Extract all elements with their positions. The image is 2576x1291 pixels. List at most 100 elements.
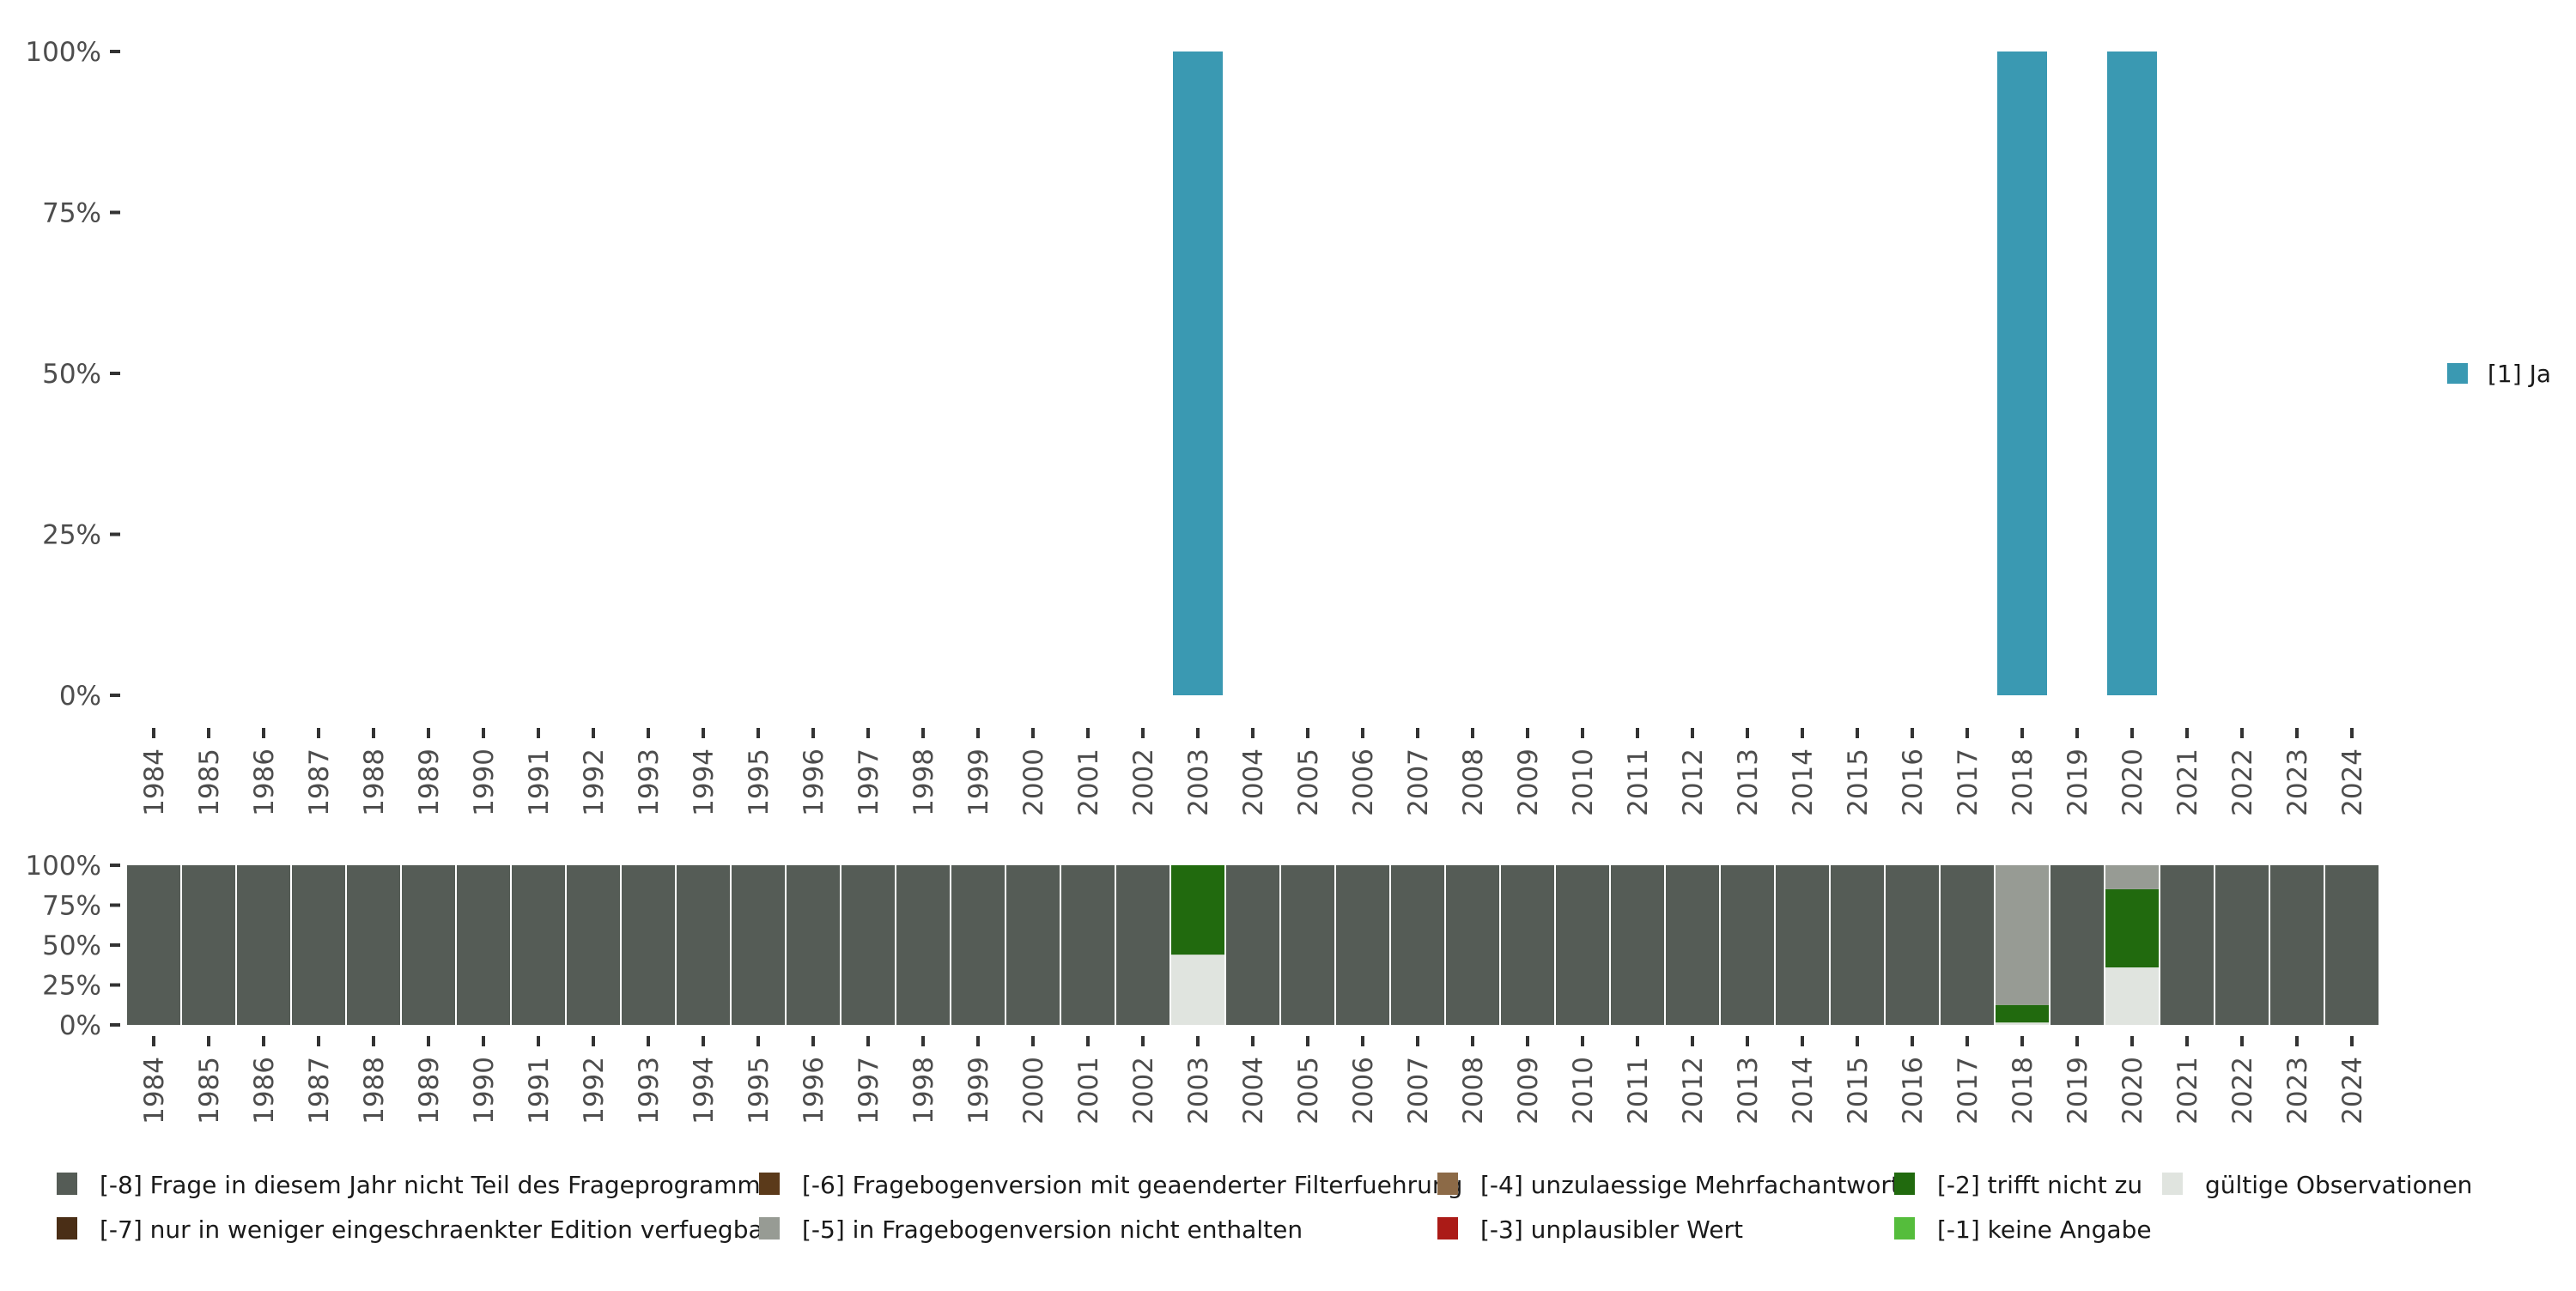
y-tick-label: 100% <box>25 851 101 882</box>
x-tick-label: 2023 <box>2282 1057 2313 1124</box>
x-tick-label: 1993 <box>634 749 665 816</box>
x-tick-label: 2014 <box>1788 1057 1819 1124</box>
stack-segment-2001 <box>1061 865 1115 1025</box>
stack-segment-2024 <box>2325 865 2379 1025</box>
x-tick-label: 2022 <box>2227 1057 2258 1124</box>
stack-segment-2006 <box>1336 865 1389 1025</box>
y-tick-label: 75% <box>42 198 101 229</box>
y-tick-label: 25% <box>42 520 101 551</box>
legend-label: gültige Observationen <box>2205 1171 2472 1199</box>
stack-segment-2012 <box>1666 865 1719 1025</box>
x-tick-label: 2002 <box>1128 749 1159 816</box>
legend-swatch <box>759 1217 780 1239</box>
stack-segment-2020 <box>2105 888 2159 968</box>
x-tick-label: 2008 <box>1458 1057 1489 1124</box>
legend-label-ja: [1] Ja <box>2488 360 2551 388</box>
legend-swatch <box>1894 1173 1915 1195</box>
x-tick-label: 1992 <box>579 1057 610 1124</box>
stack-segment-2021 <box>2160 865 2214 1025</box>
stack-segment-2019 <box>2050 865 2104 1025</box>
x-tick-label: 2009 <box>1513 1057 1544 1124</box>
x-tick-label: 2020 <box>2117 1057 2148 1124</box>
x-tick-label: 1986 <box>249 1057 280 1124</box>
x-tick-label: 2017 <box>1953 1057 1984 1124</box>
stack-segment-1985 <box>182 865 235 1025</box>
stack-segment-2009 <box>1501 865 1554 1025</box>
x-tick-label: 2001 <box>1073 1057 1104 1124</box>
x-tick-label: 1991 <box>524 1057 555 1124</box>
bar-2020 <box>2107 52 2157 695</box>
x-tick-label: 2006 <box>1348 1057 1379 1124</box>
x-tick-label: 2024 <box>2337 1057 2368 1124</box>
x-tick-label: 1995 <box>744 749 775 816</box>
x-tick-label: 1988 <box>359 749 390 816</box>
x-tick-label: 2000 <box>1018 1057 1049 1124</box>
x-tick-label: 1988 <box>359 1057 390 1124</box>
stack-segment-2008 <box>1446 865 1499 1025</box>
x-tick-label: 2003 <box>1183 749 1214 816</box>
x-tick-label: 1994 <box>689 1057 720 1124</box>
x-tick-label: 1999 <box>963 749 994 816</box>
legend-swatch-ja <box>2447 363 2468 384</box>
stack-segment-1997 <box>841 865 895 1025</box>
stack-segment-2020 <box>2105 967 2159 1025</box>
x-tick-label: 2005 <box>1293 749 1324 816</box>
x-tick-label: 1989 <box>414 749 445 816</box>
stack-segment-2023 <box>2270 865 2324 1025</box>
legend-label: [-2] trifft nicht zu <box>1937 1171 2142 1199</box>
x-tick-label: 2013 <box>1733 749 1764 816</box>
stack-segment-2003 <box>1171 955 1224 1025</box>
x-tick-label: 2010 <box>1568 1057 1599 1124</box>
x-tick-label: 2019 <box>2063 749 2093 816</box>
stack-segment-1987 <box>292 865 345 1025</box>
x-tick-label: 1992 <box>579 749 610 816</box>
y-tick-label: 100% <box>25 37 101 68</box>
x-tick-label: 2022 <box>2227 749 2258 816</box>
legend-swatch <box>1437 1173 1458 1195</box>
stack-segment-1984 <box>127 865 180 1025</box>
y-tick-label: 75% <box>42 891 101 922</box>
x-tick-label: 2012 <box>1678 1057 1709 1124</box>
x-tick-label: 2017 <box>1953 749 1984 816</box>
x-tick-label: 1985 <box>194 1057 225 1124</box>
x-tick-label: 2005 <box>1293 1057 1324 1124</box>
stack-segment-2010 <box>1556 865 1609 1025</box>
legend-label: [-3] unplausibler Wert <box>1480 1215 1743 1244</box>
stack-segment-1992 <box>567 865 620 1025</box>
x-tick-label: 2009 <box>1513 749 1544 816</box>
stack-segment-2011 <box>1611 865 1664 1025</box>
stack-segment-1986 <box>237 865 290 1025</box>
x-tick-label: 2010 <box>1568 749 1599 816</box>
stack-segment-2018 <box>1996 1022 2049 1025</box>
stack-segment-2014 <box>1776 865 1829 1025</box>
stack-segment-1996 <box>787 865 840 1025</box>
legend-swatch <box>57 1173 77 1195</box>
x-tick-label: 2006 <box>1348 749 1379 816</box>
stack-segment-1988 <box>347 865 400 1025</box>
stack-segment-2017 <box>1941 865 1994 1025</box>
x-tick-label: 2011 <box>1623 1057 1654 1124</box>
x-tick-label: 1996 <box>799 749 829 816</box>
legend-label: [-4] unzulaessige Mehrfachantwort <box>1480 1171 1900 1199</box>
legend-swatch <box>1894 1217 1915 1239</box>
x-tick-label: 2000 <box>1018 749 1049 816</box>
x-tick-label: 2008 <box>1458 749 1489 816</box>
x-tick-label: 2007 <box>1403 749 1434 816</box>
x-tick-label: 1997 <box>854 749 884 816</box>
x-tick-label: 1996 <box>799 1057 829 1124</box>
x-tick-label: 1990 <box>469 1057 500 1124</box>
x-tick-label: 2023 <box>2282 749 2313 816</box>
stack-segment-1999 <box>951 865 1005 1025</box>
stack-segment-2007 <box>1391 865 1444 1025</box>
x-tick-label: 2018 <box>2008 749 2038 816</box>
x-tick-label: 2004 <box>1238 749 1269 816</box>
stack-segment-2018 <box>1996 865 2049 1005</box>
stack-segment-1990 <box>457 865 510 1025</box>
legend-label: [-5] in Fragebogenversion nicht enthalte… <box>802 1215 1303 1244</box>
legend-label: [-7] nur in weniger eingeschraenkter Edi… <box>100 1215 774 1244</box>
x-tick-label: 2021 <box>2172 749 2203 816</box>
x-tick-label: 2015 <box>1843 1057 1874 1124</box>
legend-label: [-8] Frage in diesem Jahr nicht Teil des… <box>100 1171 773 1199</box>
x-tick-label: 2007 <box>1403 1057 1434 1124</box>
y-tick-label: 0% <box>59 1010 101 1041</box>
